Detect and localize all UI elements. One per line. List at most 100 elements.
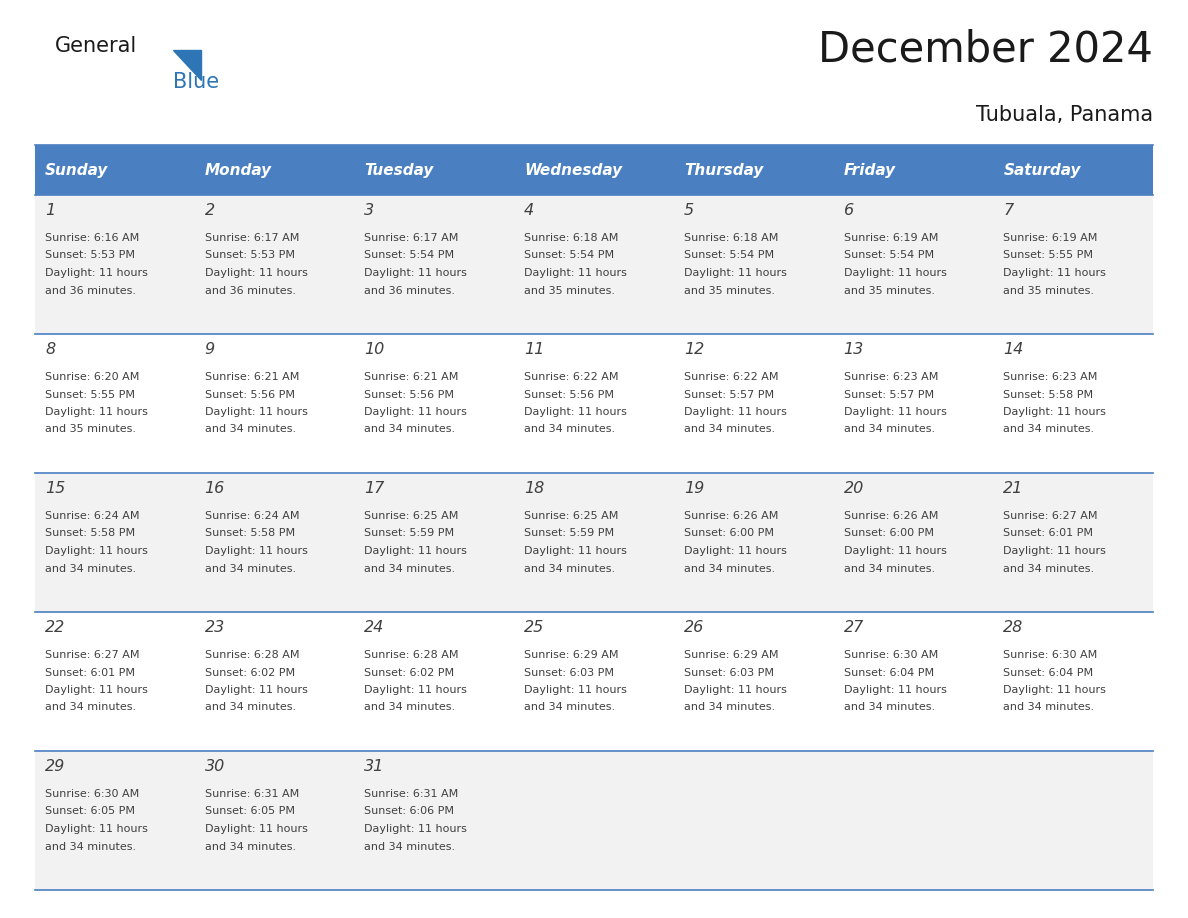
Bar [34,473,1154,612]
Text: Tuesday: Tuesday [365,162,434,177]
Text: Daylight: 11 hours: Daylight: 11 hours [204,824,308,834]
Text: Tubuala, Panama: Tubuala, Panama [975,105,1154,125]
Text: Daylight: 11 hours: Daylight: 11 hours [1004,546,1106,556]
Text: Daylight: 11 hours: Daylight: 11 hours [365,546,467,556]
Text: Sunrise: 6:24 AM: Sunrise: 6:24 AM [204,511,299,521]
Text: Sunset: 5:55 PM: Sunset: 5:55 PM [1004,251,1093,261]
Text: 28: 28 [1004,620,1024,635]
Text: Sunset: 6:00 PM: Sunset: 6:00 PM [843,529,934,539]
Text: 23: 23 [204,620,225,635]
Text: Sunrise: 6:30 AM: Sunrise: 6:30 AM [45,789,139,799]
Text: Sunset: 5:54 PM: Sunset: 5:54 PM [524,251,614,261]
Text: Sunset: 6:05 PM: Sunset: 6:05 PM [204,807,295,816]
Text: Sunrise: 6:31 AM: Sunrise: 6:31 AM [204,789,299,799]
Text: Sunrise: 6:23 AM: Sunrise: 6:23 AM [1004,372,1098,382]
Text: and 34 minutes.: and 34 minutes. [365,424,455,434]
Text: Daylight: 11 hours: Daylight: 11 hours [1004,407,1106,417]
Text: and 34 minutes.: and 34 minutes. [843,702,935,712]
Text: Daylight: 11 hours: Daylight: 11 hours [684,685,786,695]
Text: and 35 minutes.: and 35 minutes. [1004,285,1094,296]
Text: Sunday: Sunday [45,162,108,177]
Text: Sunrise: 6:21 AM: Sunrise: 6:21 AM [365,372,459,382]
Text: Sunrise: 6:26 AM: Sunrise: 6:26 AM [684,511,778,521]
Polygon shape [173,50,201,80]
Text: Sunrise: 6:23 AM: Sunrise: 6:23 AM [843,372,939,382]
Text: 16: 16 [204,481,225,496]
Text: Sunrise: 6:26 AM: Sunrise: 6:26 AM [843,511,939,521]
Text: 12: 12 [684,342,704,357]
Text: Sunrise: 6:18 AM: Sunrise: 6:18 AM [524,233,619,243]
Text: and 34 minutes.: and 34 minutes. [204,842,296,852]
Text: Friday: Friday [843,162,896,177]
Text: Sunset: 5:57 PM: Sunset: 5:57 PM [843,389,934,399]
Text: 11: 11 [524,342,544,357]
Text: and 34 minutes.: and 34 minutes. [524,702,615,712]
Text: and 34 minutes.: and 34 minutes. [1004,424,1094,434]
Text: Sunset: 6:06 PM: Sunset: 6:06 PM [365,807,455,816]
Text: Sunrise: 6:29 AM: Sunrise: 6:29 AM [684,650,778,660]
Bar [993,145,1154,195]
Text: Sunrise: 6:19 AM: Sunrise: 6:19 AM [843,233,939,243]
Text: Daylight: 11 hours: Daylight: 11 hours [365,824,467,834]
Text: Daylight: 11 hours: Daylight: 11 hours [684,407,786,417]
Text: and 34 minutes.: and 34 minutes. [684,702,775,712]
Bar [34,145,195,195]
Text: Sunset: 5:53 PM: Sunset: 5:53 PM [45,251,135,261]
Text: Sunset: 5:56 PM: Sunset: 5:56 PM [524,389,614,399]
Text: Sunrise: 6:24 AM: Sunrise: 6:24 AM [45,511,139,521]
Text: Daylight: 11 hours: Daylight: 11 hours [1004,268,1106,278]
Text: Daylight: 11 hours: Daylight: 11 hours [45,685,147,695]
Text: Monday: Monday [204,162,272,177]
Text: 2: 2 [204,203,215,218]
Text: Sunset: 5:58 PM: Sunset: 5:58 PM [204,529,295,539]
Text: and 34 minutes.: and 34 minutes. [45,564,137,574]
Text: 18: 18 [524,481,544,496]
Text: and 34 minutes.: and 34 minutes. [365,564,455,574]
Text: Daylight: 11 hours: Daylight: 11 hours [45,824,147,834]
Text: Daylight: 11 hours: Daylight: 11 hours [524,407,627,417]
Text: Daylight: 11 hours: Daylight: 11 hours [365,407,467,417]
Text: 24: 24 [365,620,385,635]
Text: Sunset: 5:54 PM: Sunset: 5:54 PM [684,251,775,261]
Text: 5: 5 [684,203,694,218]
Text: and 35 minutes.: and 35 minutes. [843,285,935,296]
Text: Sunset: 6:03 PM: Sunset: 6:03 PM [684,667,773,677]
Bar [354,145,514,195]
Text: 14: 14 [1004,342,1024,357]
Text: Daylight: 11 hours: Daylight: 11 hours [843,685,947,695]
Text: Daylight: 11 hours: Daylight: 11 hours [204,546,308,556]
Text: and 34 minutes.: and 34 minutes. [365,842,455,852]
Text: Thursday: Thursday [684,162,763,177]
Text: Sunset: 6:00 PM: Sunset: 6:00 PM [684,529,773,539]
Text: and 34 minutes.: and 34 minutes. [684,564,775,574]
Text: and 36 minutes.: and 36 minutes. [365,285,455,296]
Text: Sunrise: 6:28 AM: Sunrise: 6:28 AM [365,650,459,660]
Text: and 34 minutes.: and 34 minutes. [1004,702,1094,712]
Text: 9: 9 [204,342,215,357]
Text: 7: 7 [1004,203,1013,218]
Text: Sunrise: 6:16 AM: Sunrise: 6:16 AM [45,233,139,243]
Text: Sunrise: 6:18 AM: Sunrise: 6:18 AM [684,233,778,243]
Text: Blue: Blue [173,72,219,92]
Text: Sunrise: 6:22 AM: Sunrise: 6:22 AM [524,372,619,382]
Text: Daylight: 11 hours: Daylight: 11 hours [843,407,947,417]
Bar [834,145,993,195]
Text: 30: 30 [204,759,225,774]
Text: 22: 22 [45,620,65,635]
Text: and 36 minutes.: and 36 minutes. [204,285,296,296]
Text: 17: 17 [365,481,385,496]
Text: Sunset: 5:54 PM: Sunset: 5:54 PM [843,251,934,261]
Text: Sunset: 6:03 PM: Sunset: 6:03 PM [524,667,614,677]
Text: Sunset: 5:57 PM: Sunset: 5:57 PM [684,389,775,399]
Text: Sunrise: 6:31 AM: Sunrise: 6:31 AM [365,789,459,799]
Text: 29: 29 [45,759,65,774]
Text: Sunset: 5:59 PM: Sunset: 5:59 PM [365,529,455,539]
Text: Sunrise: 6:28 AM: Sunrise: 6:28 AM [204,650,299,660]
Text: Daylight: 11 hours: Daylight: 11 hours [524,685,627,695]
Text: Sunset: 6:02 PM: Sunset: 6:02 PM [204,667,295,677]
Text: and 34 minutes.: and 34 minutes. [204,702,296,712]
Text: and 34 minutes.: and 34 minutes. [524,424,615,434]
Text: Sunrise: 6:21 AM: Sunrise: 6:21 AM [204,372,299,382]
Bar [34,195,1154,334]
Text: and 35 minutes.: and 35 minutes. [45,424,135,434]
